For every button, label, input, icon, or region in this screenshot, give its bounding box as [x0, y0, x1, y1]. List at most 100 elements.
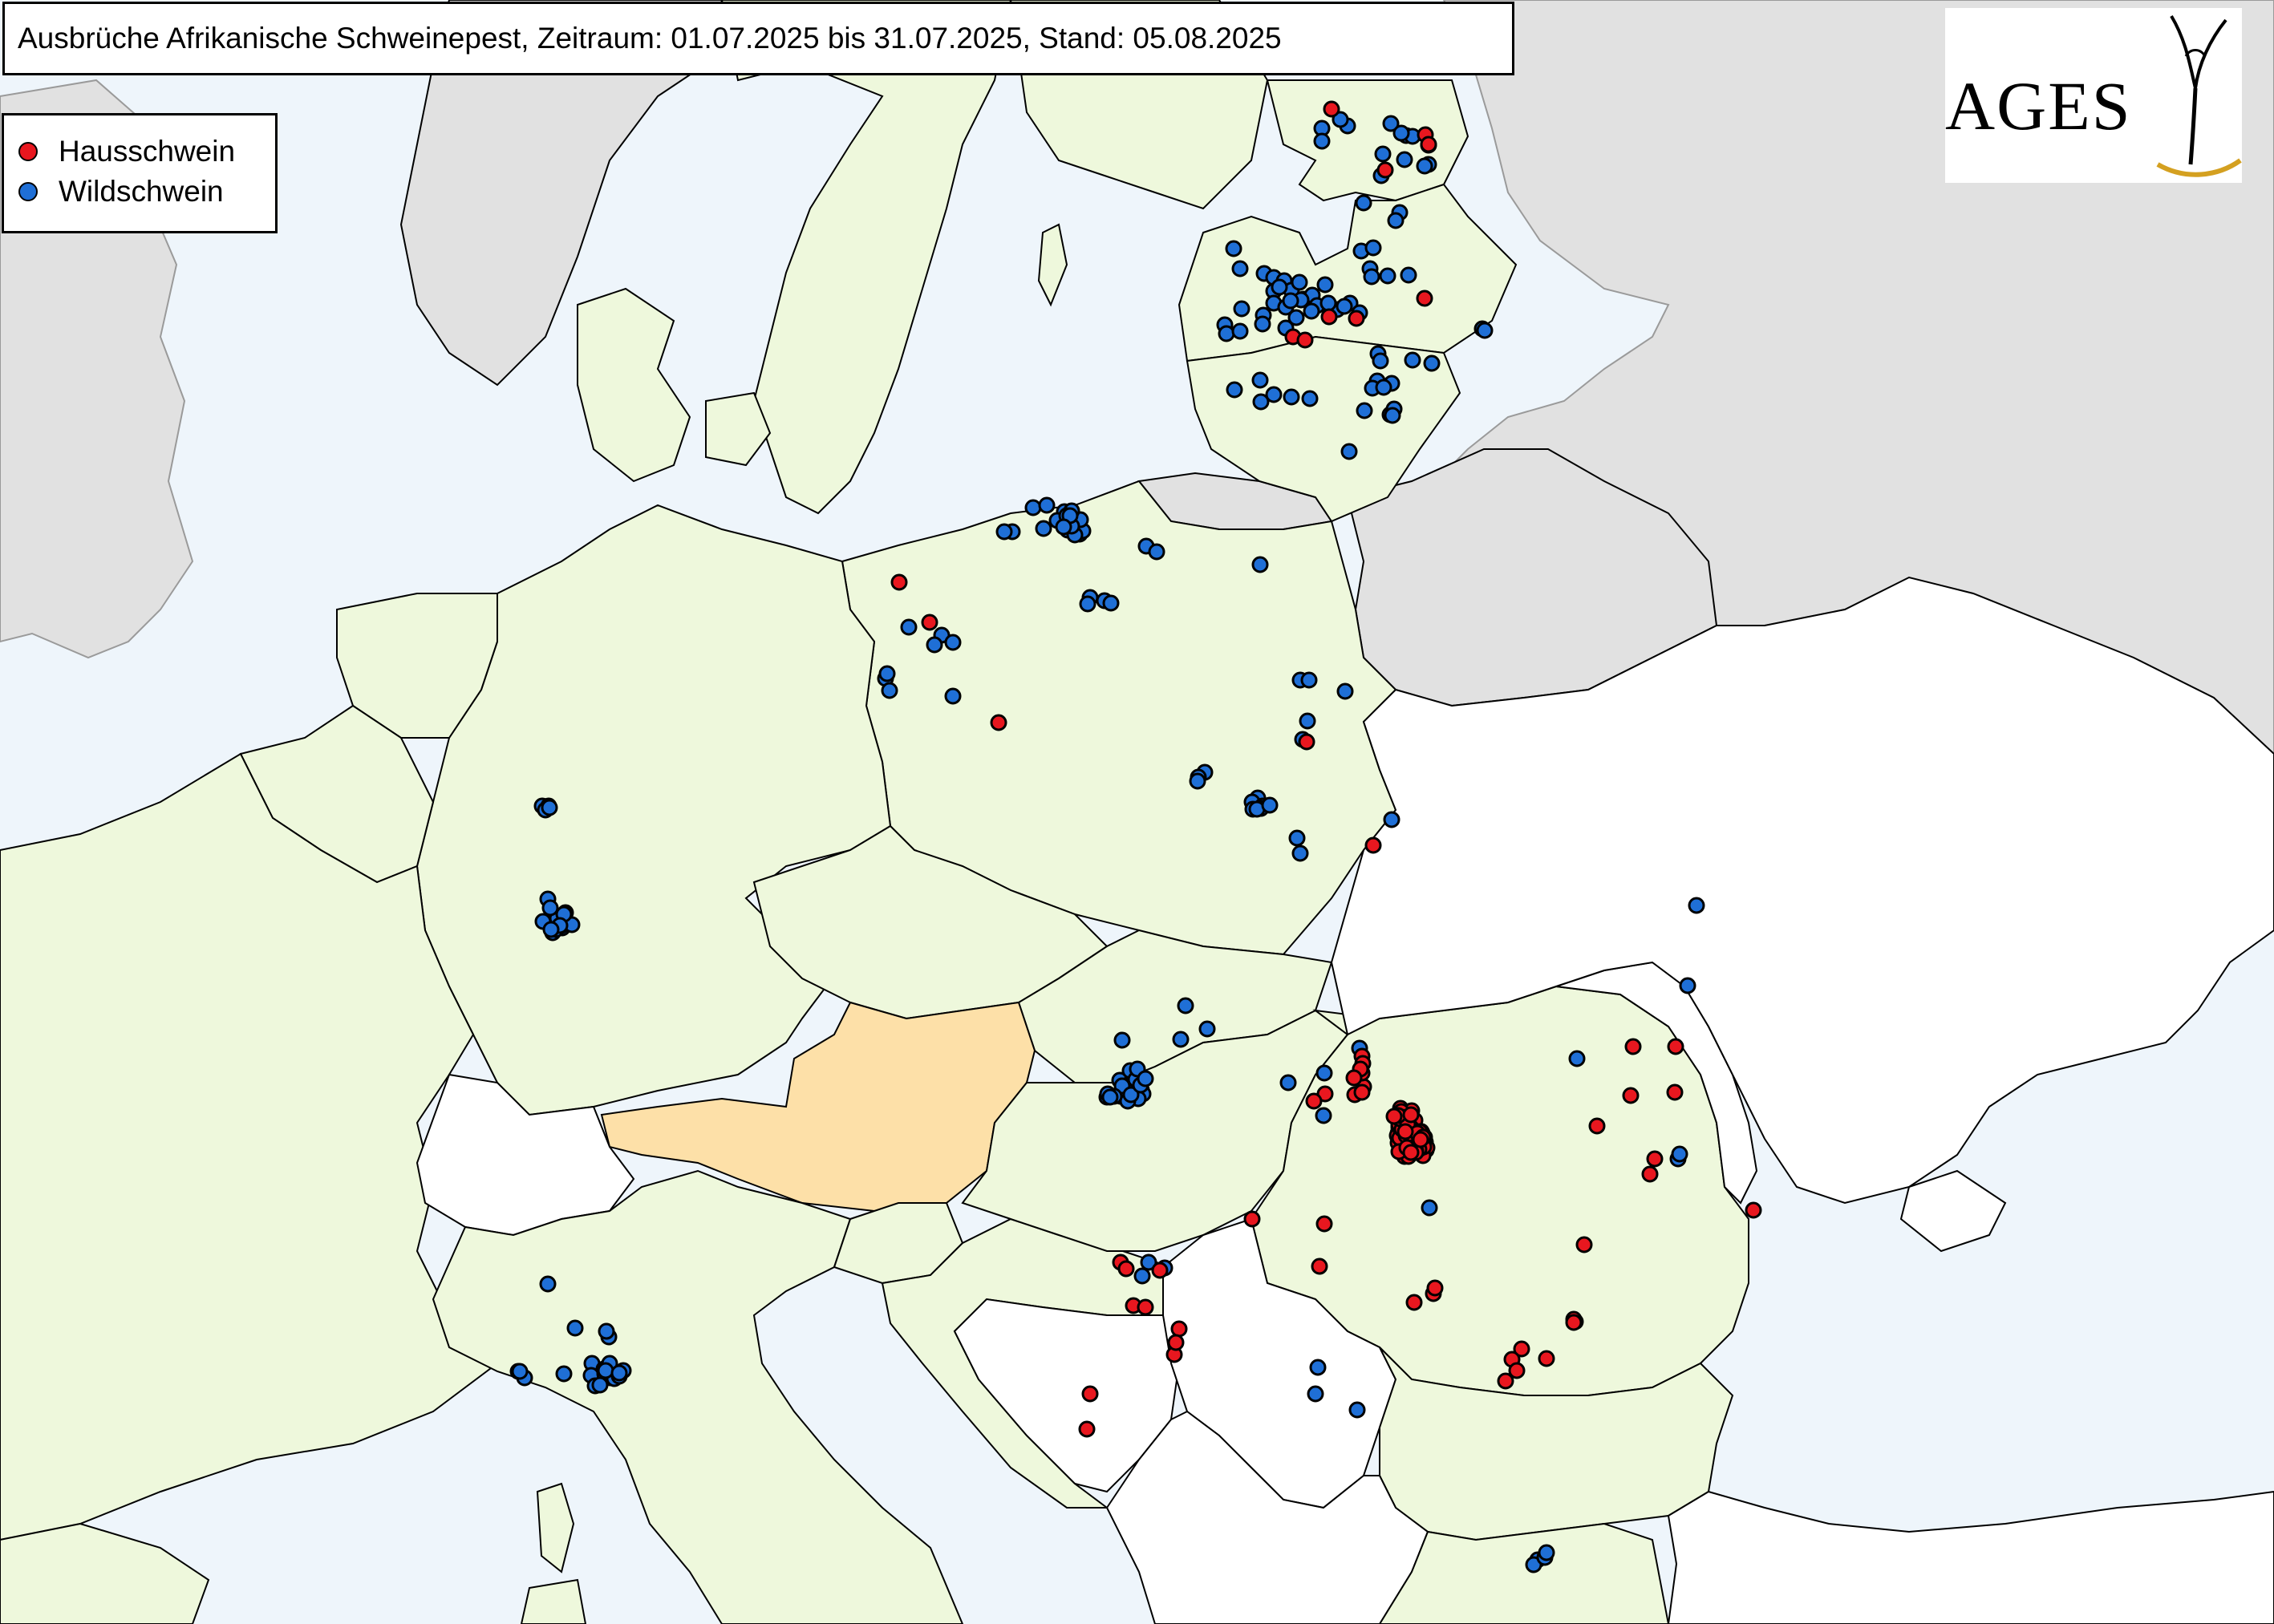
outbreak-marker-wild-boar — [1400, 266, 1417, 284]
outbreak-marker-wild-boar — [1251, 556, 1269, 573]
outbreak-marker-wild-boar — [1375, 379, 1392, 396]
outbreak-marker-wild-boar — [1148, 543, 1165, 561]
outbreak-marker-wild-boar — [1348, 1401, 1366, 1419]
outbreak-marker-wild-boar — [1363, 268, 1380, 286]
outbreak-marker-domestic-pig — [1402, 1106, 1420, 1124]
outbreak-marker-domestic-pig — [1426, 1279, 1444, 1297]
outbreak-marker-wild-boar — [1315, 1064, 1333, 1082]
outbreak-marker-domestic-pig — [1311, 1257, 1328, 1275]
outbreak-marker-wild-boar — [1332, 111, 1349, 128]
legend: Hausschwein Wildschwein — [2, 113, 278, 233]
crimea — [1899, 1169, 2007, 1253]
outbreak-marker-wild-boar — [1387, 212, 1405, 229]
outbreak-marker-domestic-pig — [1298, 733, 1315, 751]
outbreak-marker-wild-boar — [1379, 267, 1396, 285]
outbreak-marker-wild-boar — [1301, 390, 1319, 407]
outbreak-marker-wild-boar — [1340, 443, 1358, 460]
outbreak-marker-domestic-pig — [1420, 136, 1437, 153]
outbreak-marker-wild-boar — [598, 1322, 615, 1340]
outbreak-marker-wild-boar — [1299, 712, 1316, 730]
outbreak-marker-wild-boar — [1421, 1199, 1438, 1217]
outbreak-marker-wild-boar — [1189, 772, 1206, 790]
outbreak-marker-domestic-pig — [1364, 836, 1382, 854]
outbreak-marker-wild-boar — [591, 1376, 609, 1394]
outbreak-marker-wild-boar — [1218, 325, 1235, 342]
country-serbia — [1162, 1217, 1397, 1509]
outbreak-marker-domestic-pig — [1416, 290, 1433, 307]
outbreak-marker-wild-boar — [1300, 671, 1318, 689]
outbreak-marker-wild-boar — [944, 687, 962, 705]
country-netherlands — [336, 593, 498, 739]
outbreak-marker-wild-boar — [1113, 1031, 1131, 1049]
outbreak-marker-domestic-pig — [1167, 1334, 1185, 1351]
outbreak-marker-domestic-pig — [1565, 1314, 1583, 1331]
country-ukraine — [1330, 576, 2274, 1205]
outbreak-marker-wild-boar — [1382, 115, 1400, 132]
outbreak-marker-wild-boar — [597, 1362, 614, 1379]
outbreak-marker-wild-boar — [1271, 278, 1288, 296]
outbreak-marker-wild-boar — [555, 1365, 573, 1383]
legend-label-domestic-pig: Hausschwein — [59, 135, 236, 168]
outbreak-marker-domestic-pig — [1315, 1215, 1333, 1233]
outbreak-marker-wild-boar — [944, 634, 962, 651]
outbreak-marker-domestic-pig — [1396, 1123, 1414, 1140]
outbreak-marker-wild-boar — [1336, 682, 1354, 700]
outbreak-marker-wild-boar — [900, 618, 918, 636]
outbreak-marker-domestic-pig — [1624, 1038, 1642, 1055]
outbreak-marker-wild-boar — [1364, 239, 1382, 257]
outbreak-marker-wild-boar — [566, 1319, 584, 1337]
outbreak-marker-wild-boar — [1265, 386, 1283, 403]
outbreak-marker-domestic-pig — [1296, 331, 1314, 349]
outbreak-marker-wild-boar — [1287, 309, 1305, 326]
country-montenegro-kosovo-macedonia — [1105, 1410, 1429, 1624]
outbreak-marker-wild-boar — [1309, 1359, 1327, 1376]
outbreak-marker-wild-boar — [1079, 595, 1096, 613]
ages-logo-figure-icon — [2156, 14, 2242, 177]
outbreak-marker-domestic-pig — [1323, 100, 1340, 118]
outbreak-marker-wild-boar — [1038, 496, 1056, 514]
outbreak-marker-wild-boar — [1315, 1107, 1332, 1124]
outbreak-marker-domestic-pig — [1641, 1165, 1659, 1183]
country-sweden — [720, 0, 1012, 515]
outbreak-marker-wild-boar — [1423, 354, 1441, 372]
outbreak-marker-domestic-pig — [1078, 1420, 1096, 1438]
outbreak-marker-wild-boar — [539, 1275, 557, 1293]
ages-logo-text: AGES — [1945, 67, 2132, 144]
island-gotland — [1037, 223, 1068, 307]
country-austria — [600, 1001, 1036, 1213]
outbreak-marker-domestic-pig — [1402, 1144, 1420, 1161]
outbreak-marker-wild-boar — [1101, 1088, 1119, 1106]
outbreak-marker-wild-boar — [1688, 897, 1705, 914]
outbreak-marker-wild-boar — [541, 899, 559, 917]
outbreak-marker-wild-boar — [1231, 260, 1249, 277]
outbreak-marker-wild-boar — [1291, 844, 1309, 862]
outbreak-marker-wild-boar — [1251, 371, 1269, 389]
outbreak-marker-wild-boar — [1384, 407, 1401, 424]
outbreak-marker-wild-boar — [1307, 1385, 1324, 1403]
outbreak-marker-wild-boar — [1288, 829, 1306, 847]
legend-label-wild-boar: Wildschwein — [59, 175, 224, 208]
outbreak-marker-domestic-pig — [1538, 1350, 1555, 1367]
outbreak-marker-domestic-pig — [1385, 1108, 1403, 1125]
outbreak-marker-wild-boar — [926, 636, 943, 654]
country-italy — [432, 1169, 964, 1624]
outbreak-marker-domestic-pig — [890, 573, 908, 591]
island-corsica — [536, 1482, 575, 1573]
outbreak-marker-wild-boar — [1336, 298, 1353, 315]
outbreak-marker-wild-boar — [1137, 1070, 1154, 1087]
outbreak-marker-wild-boar — [1416, 157, 1433, 175]
outbreak-marker-wild-boar — [1231, 322, 1249, 340]
outbreak-marker-domestic-pig — [1412, 1131, 1429, 1148]
outbreak-marker-wild-boar — [1383, 811, 1400, 828]
outbreak-marker-wild-boar — [1133, 1267, 1151, 1285]
outbreak-marker-wild-boar — [1172, 1031, 1190, 1048]
outbreak-marker-domestic-pig — [1667, 1038, 1684, 1055]
outbreak-marker-domestic-pig — [1513, 1340, 1530, 1358]
outbreak-marker-wild-boar — [1392, 124, 1410, 142]
outbreak-marker-wild-boar — [1372, 352, 1389, 370]
wild-boar-marker-icon — [18, 182, 38, 201]
outbreak-marker-domestic-pig — [1151, 1262, 1169, 1279]
outbreak-marker-wild-boar — [1233, 300, 1250, 318]
outbreak-marker-wild-boar — [881, 682, 898, 699]
